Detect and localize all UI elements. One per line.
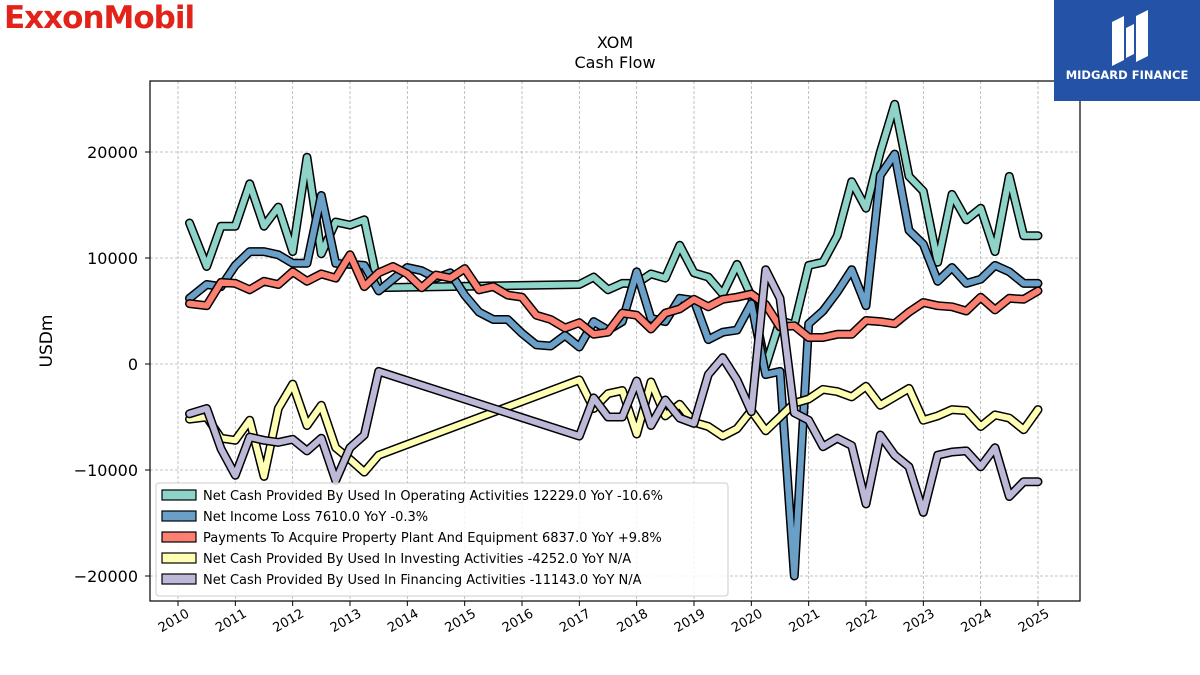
x-tick-label: 2017 bbox=[557, 606, 593, 636]
legend-entry: Payments To Acquire Property Plant And E… bbox=[203, 531, 662, 546]
series-payments-to-acquire-property-plant-and-equipment bbox=[185, 250, 1043, 342]
legend: Net Cash Provided By Used In Operating A… bbox=[155, 482, 729, 597]
legend-swatch bbox=[161, 552, 197, 564]
midgard-emblem-icon bbox=[1112, 10, 1148, 66]
x-tick-label: 2016 bbox=[500, 606, 536, 636]
legend-entry: Net Cash Provided By Used In Investing A… bbox=[203, 552, 631, 567]
x-tick-label: 2014 bbox=[385, 606, 421, 636]
x-tick-label: 2022 bbox=[844, 606, 880, 636]
y-axis-ticks: 20000 10000 0 −10000 −20000 bbox=[74, 143, 150, 586]
y-tick-label: 0 bbox=[128, 355, 138, 374]
y-tick-label: 20000 bbox=[87, 143, 138, 162]
series-net-cash-provided-by-used-in-financing-activities bbox=[185, 265, 1043, 517]
exxonmobil-logo: ExxonMobil bbox=[4, 0, 195, 36]
plot-frame bbox=[149, 80, 1081, 602]
x-tick-label: 2018 bbox=[615, 606, 651, 636]
y-tick-label: 10000 bbox=[87, 249, 138, 268]
midgard-finance-wordmark: MIDGARD FINANCE bbox=[1065, 68, 1189, 82]
x-tick-label: 2010 bbox=[156, 606, 192, 636]
midgard-finance-logo: MIDGARD FINANCE bbox=[1054, 0, 1200, 101]
y-axis-label: USDm bbox=[37, 315, 57, 368]
series-net-cash-provided-by-used-in-operating-activities bbox=[185, 99, 1043, 371]
series-line bbox=[186, 101, 1041, 370]
x-tick-label: 2019 bbox=[672, 606, 708, 636]
y-tick-label: −20000 bbox=[74, 567, 138, 586]
x-tick-label: 2015 bbox=[443, 606, 479, 636]
chart-title: XOM bbox=[597, 33, 633, 52]
legend-entry: Net Cash Provided By Used In Financing A… bbox=[203, 573, 642, 588]
x-tick-label: 2024 bbox=[959, 606, 995, 636]
x-tick-label: 2020 bbox=[729, 606, 765, 636]
x-tick-label: 2025 bbox=[1016, 606, 1052, 636]
y-tick-label: −10000 bbox=[74, 461, 138, 480]
series-line bbox=[186, 266, 1041, 516]
series-net-income-loss bbox=[185, 149, 1043, 581]
legend-entry: Net Cash Provided By Used In Operating A… bbox=[203, 489, 663, 504]
series-lines bbox=[185, 99, 1043, 581]
x-axis-ticks: 2010 2011 2012 2013 2014 2015 2016 2017 2018 2019… bbox=[156, 601, 1052, 636]
legend-swatch bbox=[161, 531, 197, 543]
x-tick-label: 2023 bbox=[901, 606, 937, 636]
series-net-cash-provided-by-used-in-investing-activities bbox=[185, 375, 1043, 481]
legend-swatch bbox=[161, 573, 197, 585]
legend-swatch bbox=[161, 510, 197, 522]
legend-entry: Net Income Loss 7610.0 YoY -0.3% bbox=[203, 510, 428, 525]
x-tick-label: 2021 bbox=[787, 606, 823, 636]
x-tick-label: 2011 bbox=[213, 606, 249, 636]
series-line bbox=[186, 376, 1041, 480]
series-line bbox=[186, 151, 1041, 579]
legend-swatch bbox=[161, 489, 197, 501]
x-tick-label: 2012 bbox=[271, 606, 307, 636]
series-line bbox=[186, 251, 1041, 341]
legend-box bbox=[155, 482, 729, 597]
x-tick-label: 2013 bbox=[328, 606, 364, 636]
chart-subtitle: Cash Flow bbox=[574, 53, 655, 72]
